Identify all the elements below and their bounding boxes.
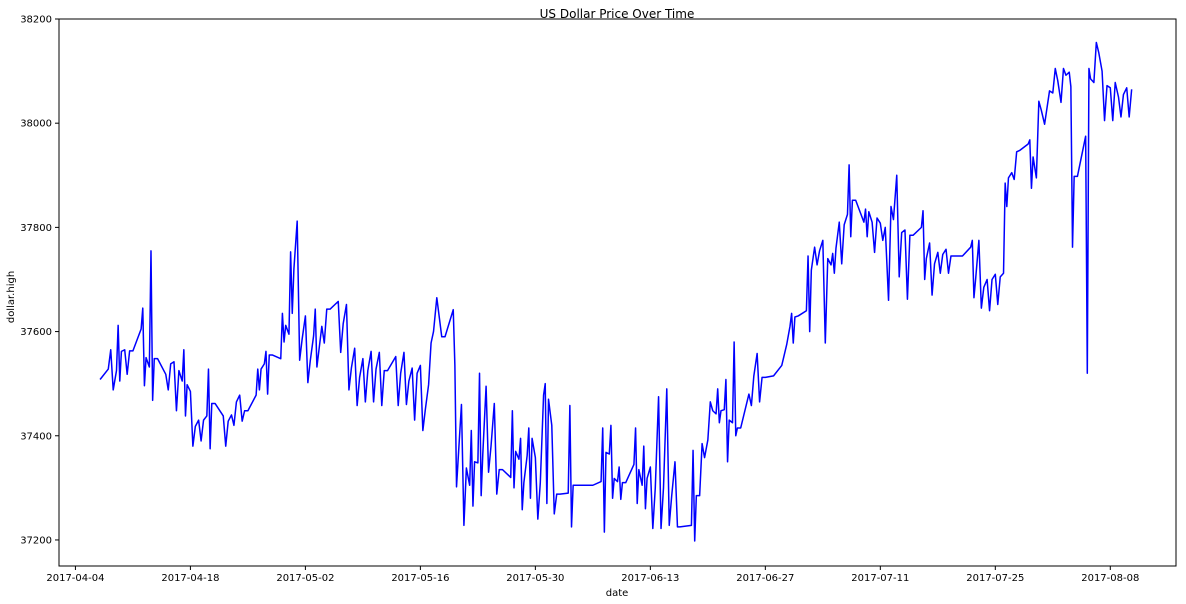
x-tick-label: 2017-05-16 <box>391 573 449 584</box>
x-tick-label: 2017-08-08 <box>1081 573 1139 584</box>
x-tick-label: 2017-07-11 <box>851 573 909 584</box>
x-tick-label: 2017-07-25 <box>966 573 1024 584</box>
x-axis-label: date <box>606 588 629 599</box>
y-tick-label: 37800 <box>20 223 52 234</box>
y-axis-label: dollar.high <box>6 271 17 323</box>
y-tick-label: 37600 <box>20 327 52 338</box>
x-tick-label: 2017-04-04 <box>46 573 104 584</box>
plot-area <box>99 41 1133 542</box>
axis-ticks: 2017-04-04 2017-04-18 2017-05-02 2017-05-16… <box>20 15 1139 585</box>
x-tick-label: 2017-06-27 <box>736 573 794 584</box>
y-tick-label: 38200 <box>20 15 52 26</box>
y-tick-label: 37400 <box>20 431 52 442</box>
plot-frame <box>58 18 1177 567</box>
y-tick-label: 38000 <box>20 119 52 130</box>
x-tick-label: 2017-06-13 <box>621 573 679 584</box>
chart-title: US Dollar Price Over Time <box>540 7 695 21</box>
series-line <box>99 41 1133 542</box>
x-tick-label: 2017-05-30 <box>506 573 564 584</box>
x-tick-label: 2017-05-02 <box>276 573 334 584</box>
x-tick-label: 2017-04-18 <box>161 573 219 584</box>
y-tick-label: 37200 <box>20 535 52 546</box>
